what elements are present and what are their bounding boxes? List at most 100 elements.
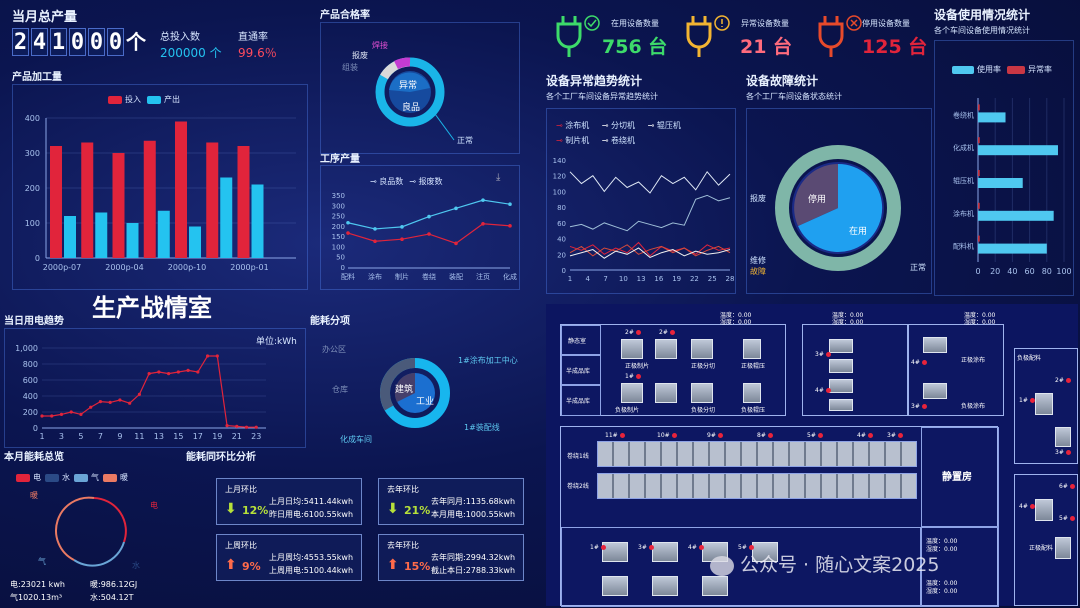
winding-line-1[interactable] [597, 441, 917, 467]
donut-normal-ring [775, 145, 901, 271]
usage-legend: 使用率 异常率 [952, 64, 1052, 75]
point [481, 221, 485, 226]
temp-reading: 温度：0.00 [832, 312, 864, 319]
ring-label-warm: 暖 [30, 491, 38, 500]
x-tick-label: 0 [975, 267, 980, 276]
x-tick-label: 10 [619, 275, 628, 283]
donut-weld [394, 57, 411, 70]
machine[interactable] [752, 542, 778, 562]
compare-head: 去年环比 [387, 541, 419, 550]
bar [112, 153, 125, 258]
bar [189, 226, 201, 258]
machine[interactable] [1035, 499, 1053, 521]
machine[interactable] [1055, 427, 1071, 447]
label-inuse: 在用 [849, 225, 867, 237]
bar [81, 142, 94, 258]
temp-reading: 温度：0.00 [720, 312, 752, 319]
machine[interactable] [621, 383, 643, 403]
machine[interactable] [652, 542, 678, 562]
machine[interactable] [702, 576, 728, 596]
compare-head: 上月环比 [225, 485, 257, 494]
fault-frame [746, 108, 932, 294]
processing-frame [12, 84, 308, 290]
trend-line [569, 194, 731, 232]
energy-legend: 电 水 气 暖 [16, 472, 128, 483]
machine[interactable] [655, 339, 677, 359]
label-normal: 正常 [910, 263, 926, 272]
legend-good: ⊸ 良品数 [370, 177, 404, 186]
point [118, 398, 122, 402]
machine[interactable] [743, 383, 761, 403]
machine-no: 3# [815, 351, 831, 358]
machine[interactable] [923, 383, 947, 399]
line-label: 卷绕2线 [567, 483, 589, 490]
point [508, 224, 512, 228]
processing-panel: 产品加工量 投入 产出 0 100 200 300 400 2000p-07 2000p-0… [12, 68, 308, 290]
point [244, 425, 249, 429]
point [235, 424, 239, 428]
point [373, 239, 377, 244]
abnormal-label: 异常设备数量 [741, 19, 789, 28]
arrow-down-icon: ⬇ [387, 501, 399, 517]
winding-line-2[interactable] [597, 473, 917, 499]
machine[interactable] [829, 359, 853, 373]
machine[interactable] [743, 339, 761, 359]
label-office: 办公区 [322, 344, 346, 354]
factory-floorplan: 静态室 半成品库 半成品库 2# 2# 正极制片 正极分切 正极辊压 1# 负极… [546, 304, 1078, 607]
bar-abnormal [978, 170, 980, 176]
machine[interactable] [691, 383, 713, 403]
room-semi-b: 半成品库 [561, 385, 601, 416]
machine-no: 2# [659, 329, 675, 336]
bar [175, 121, 187, 258]
machine[interactable] [1035, 393, 1053, 415]
x-tick-label: 4 [586, 275, 591, 283]
abnormal-trend-chart: 0 20 40 60 80 100 120 140 1 4 7 10 13 16 19 22 25 28 [553, 157, 735, 283]
machine[interactable] [923, 337, 947, 353]
input-value: 200000 个 [160, 46, 222, 60]
machine[interactable] [829, 339, 853, 353]
stat-gas: 气1020.13m³ [10, 593, 63, 602]
machine[interactable] [829, 379, 853, 393]
humi-reading: 湿度：0.00 [964, 319, 996, 326]
x-tick-label: 20 [990, 267, 1000, 276]
line-label: 负极制片 [615, 407, 640, 414]
machine[interactable] [655, 383, 677, 403]
power-line [42, 355, 257, 428]
y-tick-label: 300 [25, 149, 40, 158]
machine[interactable] [691, 339, 713, 359]
x-tick-label: 装配 [449, 272, 463, 281]
x-tick-label: 25 [708, 275, 717, 283]
machine[interactable] [652, 576, 678, 596]
room-office: 静态室 [561, 325, 601, 355]
energy-total-title: 本月能耗总览 [4, 452, 64, 463]
y-tick-label: 卷绕机 [953, 110, 974, 119]
x-tick-label: 注页 [476, 272, 490, 281]
y-tick-label: 50 [336, 254, 345, 262]
point [98, 400, 103, 404]
digit: 0 [88, 28, 105, 56]
line-label: 负极辊压 [741, 407, 766, 414]
machine-no: 1# [590, 544, 606, 551]
machine[interactable] [621, 339, 643, 359]
download-icon[interactable]: ⤓ [496, 172, 501, 183]
compare-line2: 昨日用电:6100.55kwh [269, 510, 354, 519]
ring-label-water: 水 [132, 560, 140, 570]
legend-elec: 电 [16, 472, 41, 483]
machine[interactable] [1055, 537, 1071, 559]
point [137, 392, 141, 396]
x-tick-label: 1 [568, 275, 572, 283]
machine[interactable] [602, 576, 628, 596]
x-tick-label: 2000p-10 [168, 263, 207, 272]
y-tick-label: 配料机 [953, 242, 974, 251]
point [254, 425, 258, 429]
process-legend: ⊸ 良品数 ⊸ 报废数 [370, 176, 443, 187]
machine[interactable] [602, 542, 628, 562]
ring-office [380, 358, 416, 411]
machine-no: 3# [638, 544, 654, 551]
machine[interactable] [829, 399, 853, 411]
label-coating: 1#涂布加工中心 [458, 355, 518, 365]
series-line [347, 199, 511, 230]
processing-title: 产品加工量 [12, 72, 62, 83]
arc-elec [93, 497, 127, 543]
